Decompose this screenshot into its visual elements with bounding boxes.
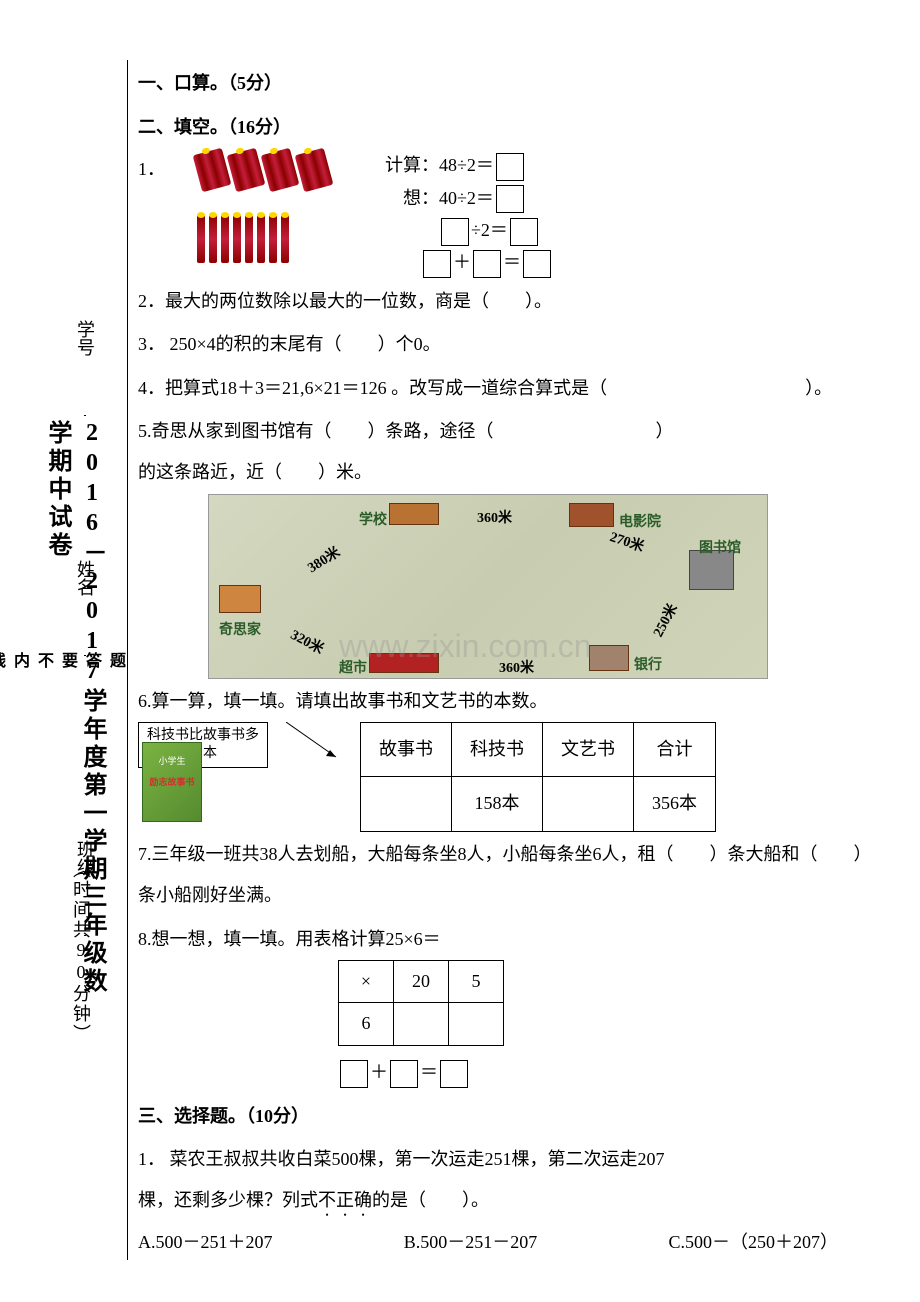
answer-box[interactable] [440, 1060, 468, 1088]
q1-number: 1． [138, 149, 165, 190]
table-cell[interactable] [449, 1003, 504, 1045]
table-header: 合计 [634, 723, 716, 777]
table-cell: 356本 [634, 777, 716, 831]
section-3-title: 三、选择题。（10分） [138, 1097, 878, 1137]
answer-box[interactable] [423, 250, 451, 278]
map-label-home: 奇思家 [219, 615, 261, 647]
mc1-line2: 棵，还剩多少棵？列式不正确的是（ ）。 [138, 1180, 878, 1221]
sticks-illustration [195, 149, 355, 259]
question-6: 6.算一算，填一填。请填出故事书和文艺书的本数。 科技书比故事书多 21本 小学… [138, 681, 878, 832]
table-header: 科技书 [452, 723, 543, 777]
question-5: 5.奇思从家到图书馆有（ ）条路，途径（ ） 的这条路近，近（ ）米。 学校 电… [138, 411, 878, 679]
q1-calculation: 计算：48÷2＝ 想：40÷2＝ ÷2＝ ＋＝ [385, 149, 553, 279]
q5-line1: 5.奇思从家到图书馆有（ ）条路，途径（ ） [138, 411, 878, 452]
book-image: 小学生 励志故事书 [142, 742, 202, 822]
table-cell[interactable] [394, 1003, 449, 1045]
answer-box[interactable] [496, 185, 524, 213]
question-7: 7.三年级一班共38人去划船，大船每条坐8人，小船每条坐6人，租（ ）条大船和（… [138, 834, 878, 917]
table-cell: 6 [339, 1003, 394, 1045]
answer-box[interactable] [390, 1060, 418, 1088]
map-bank-icon [589, 645, 629, 671]
mc-option-b[interactable]: B.500－251－207 [404, 1222, 538, 1263]
table-cell[interactable] [543, 777, 634, 831]
q8-sum-expr: ＋＝ [338, 1052, 878, 1093]
answer-box[interactable] [340, 1060, 368, 1088]
binding-char: 线 [0, 652, 7, 668]
side-field-name: 姓名 [72, 560, 98, 656]
table-header: 故事书 [361, 723, 452, 777]
question-8: 8.想一想，填一填。用表格计算25×6＝ × 20 5 6 ＋＝ [138, 919, 878, 1094]
table-cell[interactable] [361, 777, 452, 831]
q8-text: 8.想一想，填一填。用表格计算25×6＝ [138, 919, 878, 960]
table-cell: 20 [394, 961, 449, 1003]
map-dist: 320米 [283, 620, 329, 665]
map-label-school: 学校 [359, 505, 387, 537]
table-header: 文艺书 [543, 723, 634, 777]
binding-char: 内 [7, 652, 31, 668]
mc-option-c[interactable]: C.500－（250＋207） [668, 1222, 838, 1263]
map-label-bank: 银行 [634, 650, 662, 682]
question-3: 3． 250×4的积的末尾有（ ）个0。 [138, 324, 878, 365]
side-field-class: 班级 [72, 840, 98, 936]
mc-option-a[interactable]: A.500－251＋207 [138, 1222, 273, 1263]
binding-char: 要 [55, 652, 79, 668]
section-2-title: 二、填空。（16分） [138, 108, 878, 148]
map-dist: 360米 [477, 503, 512, 535]
multiplication-table: × 20 5 6 [338, 960, 504, 1046]
binding-margin: 题 答 要 不 内 线 封 密 [108, 60, 128, 1260]
answer-box[interactable] [510, 218, 538, 246]
arrow-icon [286, 722, 346, 762]
books-table: 故事书 科技书 文艺书 合计 158本 356本 [360, 722, 716, 832]
table-cell: × [339, 961, 394, 1003]
mc1-line1: 1． 菜农王叔叔共收白菜500棵，第一次运走251棵，第二次运走207 [138, 1139, 878, 1180]
binding-char: 答 [79, 652, 103, 668]
table-cell: 158本 [452, 777, 543, 831]
map-school-icon [389, 503, 439, 525]
q5-line2: 的这条路近，近（ ）米。 [138, 452, 878, 493]
mc-question-1: 1． 菜农王叔叔共收白菜500棵，第一次运走251棵，第二次运走207 棵，还剩… [138, 1139, 878, 1263]
table-cell: 5 [449, 961, 504, 1003]
answer-box[interactable] [523, 250, 551, 278]
map-home-icon [219, 585, 261, 613]
map-dist: 250米 [644, 598, 689, 644]
mc1-options: A.500－251＋207 B.500－251－207 C.500－（250＋2… [138, 1222, 878, 1263]
map-cinema-icon [569, 503, 614, 527]
q6-text: 6.算一算，填一填。请填出故事书和文艺书的本数。 [138, 681, 878, 722]
answer-box[interactable] [496, 153, 524, 181]
question-1: 1． 计算：48÷2＝ 想：40÷2＝ ÷2＝ ＋＝ [138, 149, 878, 279]
binding-char: 题 [103, 652, 127, 668]
side-field-id: 学号 [72, 320, 98, 416]
map-dist: 380米 [301, 538, 348, 584]
answer-box[interactable] [473, 250, 501, 278]
content-area: 一、口算。（5分） 二、填空。（16分） 1． 计算：48÷2＝ 想：40÷2＝… [138, 60, 878, 1263]
watermark-text: www.zixin.com.cn [339, 610, 592, 684]
binding-char: 不 [31, 652, 55, 668]
question-2: 2．最大的两位数除以最大的一位数，商是（ ）。 [138, 281, 878, 322]
map-label-library: 图书馆 [699, 533, 741, 565]
question-4: 4．把算式18＋3＝21,6×21＝126 。改写成一道综合算式是（ ）。 [138, 368, 878, 409]
answer-box[interactable] [441, 218, 469, 246]
route-map: 学校 电影院 图书馆 奇思家 超市 银行 360米 270米 380米 320米… [208, 494, 768, 679]
section-1-title: 一、口算。（5分） [138, 64, 878, 104]
